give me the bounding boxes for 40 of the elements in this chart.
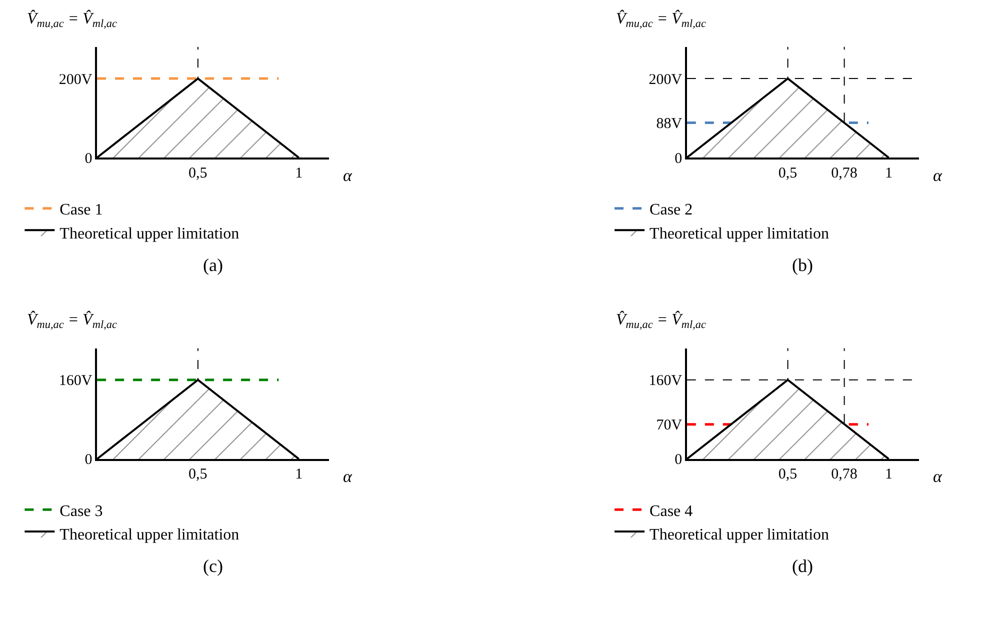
y-axis-title: V̂$_{mu,ac}$ = V̂$_{ml,ac}$ — [27, 310, 117, 331]
x-axis-title: α — [343, 467, 353, 486]
x-axis-title: α — [343, 166, 353, 185]
y-tick-label: 200V — [58, 72, 92, 88]
text: (d) — [792, 556, 813, 576]
text: (b) — [792, 255, 813, 275]
y-tick-label: 88V — [656, 116, 682, 132]
x-tick-label: 1 — [884, 466, 892, 483]
x-tick-label: 1 — [295, 466, 303, 483]
y-tick-label: 0 — [84, 150, 92, 167]
y-tick-label: 0 — [84, 452, 92, 468]
x-tick-label: 0,78 — [831, 466, 858, 483]
x-tick-label: 0,78 — [831, 165, 858, 182]
text: (a) — [203, 255, 223, 275]
x-tick-label: 0,5 — [778, 165, 798, 182]
legend-label: Case 3 — [60, 502, 103, 520]
x-tick-label: 0,5 — [778, 466, 798, 483]
legend-label: Theoretical upper limitation — [650, 526, 830, 544]
y-tick-label: 70V — [656, 418, 682, 434]
y-tick-label: 200V — [648, 72, 682, 88]
y-axis-title: V̂$_{mu,ac}$ = V̂$_{ml,ac}$ — [616, 9, 706, 30]
y-tick-label: 160V — [58, 373, 92, 390]
y-axis-title: V̂$_{mu,ac}$ = V̂$_{ml,ac}$ — [616, 310, 706, 331]
legend-label: Theoretical upper limitation — [650, 225, 830, 242]
x-axis-title: α — [933, 166, 943, 185]
legend-label: Case 2 — [650, 202, 693, 219]
x-tick-label: 1 — [295, 165, 303, 182]
legend-label: Theoretical upper limitation — [60, 225, 240, 242]
y-axis-title: V̂$_{mu,ac}$ = V̂$_{ml,ac}$ — [27, 9, 117, 30]
x-axis-title: α — [933, 467, 943, 486]
x-tick-label: 1 — [884, 165, 892, 182]
legend-label: Theoretical upper limitation — [60, 526, 240, 544]
y-tick-label: 0 — [674, 150, 682, 167]
y-tick-label: 160V — [648, 373, 682, 390]
x-tick-label: 0,5 — [188, 165, 208, 182]
legend-label: Case 1 — [60, 202, 103, 219]
legend-label: Case 4 — [650, 502, 693, 520]
text: (c) — [203, 556, 223, 576]
x-tick-label: 0,5 — [188, 466, 208, 483]
y-tick-label: 0 — [674, 452, 682, 468]
